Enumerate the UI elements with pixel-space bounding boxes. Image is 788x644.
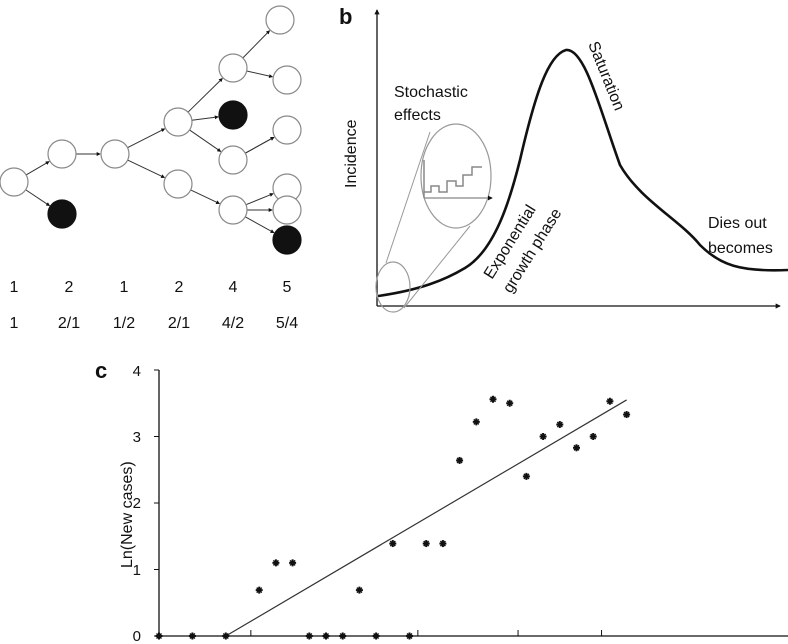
panel-a-row2-labels: 1 2/1 1/2 2/1 4/2 5/4 [10, 315, 299, 332]
row2-label: 2/1 [168, 315, 190, 332]
data-point [339, 632, 347, 640]
panel-a-transmission-tree [0, 5, 302, 255]
tree-edge [189, 129, 222, 152]
tree-edge [246, 70, 274, 78]
infected-node [218, 100, 248, 130]
saturation-label: Saturation [584, 39, 627, 113]
row2-label: 2/1 [58, 315, 80, 332]
tree-edge [190, 189, 221, 205]
susceptible-node [265, 5, 295, 35]
susceptible-node [47, 139, 77, 169]
susceptible-node [272, 115, 302, 145]
susceptible-node [218, 195, 248, 225]
data-point [222, 632, 230, 640]
data-point [589, 433, 597, 440]
y-tick-label: 1 [133, 562, 141, 579]
data-point [439, 540, 447, 548]
data-point [506, 399, 514, 407]
data-point [305, 632, 313, 640]
tree-edge [191, 115, 219, 121]
panel-b-y-label: Incidence [343, 119, 360, 188]
susceptible-node [218, 53, 248, 83]
panel-c-label: c [95, 358, 107, 383]
data-point [272, 559, 280, 567]
data-point [623, 411, 631, 419]
data-point [372, 632, 380, 640]
stochastic-label: Stochastic [394, 84, 468, 101]
row1-label: 2 [65, 279, 74, 296]
susceptible-node [0, 167, 29, 197]
data-point [522, 472, 530, 480]
row2-label: 1/2 [113, 315, 135, 332]
data-point [188, 632, 196, 640]
panel-a-row1-labels: 1 2 1 2 4 5 [10, 279, 292, 296]
data-point [422, 540, 430, 548]
zoom-ellipse-small [375, 261, 411, 313]
data-point [155, 632, 163, 640]
row2-label: 4/2 [222, 315, 244, 332]
data-point [355, 586, 363, 594]
y-tick-label: 3 [133, 429, 141, 446]
zoom-connector [403, 225, 471, 309]
data-point [556, 421, 564, 429]
infected-node [47, 199, 77, 229]
row1-label: 2 [175, 279, 184, 296]
data-point [472, 418, 480, 426]
y-tick-label: 0 [133, 628, 141, 644]
data-point [289, 559, 297, 567]
y-tick-label: 2 [133, 495, 141, 512]
tree-edge [244, 216, 275, 234]
tree-edge [242, 30, 270, 59]
dies-out-label: becomes [708, 240, 773, 257]
data-point [489, 395, 497, 403]
panel-c-scatter: c Ln(New cases) 0 1 2 3 4 [95, 358, 788, 644]
panel-c-y-label: Ln(New cases) [119, 461, 136, 568]
row1-label: 1 [10, 279, 19, 296]
tree-edge [25, 189, 51, 207]
susceptible-node [218, 145, 248, 175]
data-point [322, 632, 330, 640]
row1-label: 4 [229, 279, 238, 296]
tree-edge [127, 159, 166, 179]
tree-edge [25, 161, 50, 176]
tree-edge [245, 193, 274, 206]
incidence-curve [377, 48, 788, 298]
row2-label: 5/4 [276, 315, 298, 332]
stochastic-label: effects [394, 107, 441, 124]
panel-b-label: b [339, 4, 352, 29]
stochastic-steps [423, 160, 482, 198]
susceptible-node [100, 139, 130, 169]
dies-out-label: Dies out [708, 215, 767, 232]
data-point [573, 444, 580, 452]
y-tick-label: 4 [133, 363, 141, 380]
row1-label: 1 [120, 279, 129, 296]
panel-b-epidemic-curve: b Incidence Stochastic effects Saturatio… [339, 4, 788, 313]
zoom-ellipse-large [420, 123, 492, 229]
data-point [389, 540, 397, 548]
susceptible-node [163, 169, 193, 199]
tree-edge [187, 78, 223, 113]
tree-edge [127, 128, 166, 149]
susceptible-node [163, 107, 193, 137]
susceptible-node [272, 195, 302, 225]
susceptible-node [272, 65, 302, 95]
trend-line [225, 399, 627, 637]
row2-label: 1 [10, 315, 19, 332]
tree-edge [244, 136, 275, 154]
data-point [456, 456, 464, 464]
data-point [606, 397, 614, 405]
infected-node [272, 225, 302, 255]
data-point [255, 586, 263, 594]
zoom-connector [385, 131, 431, 264]
row1-label: 5 [283, 279, 292, 296]
data-point [539, 433, 547, 440]
data-point [406, 632, 413, 640]
